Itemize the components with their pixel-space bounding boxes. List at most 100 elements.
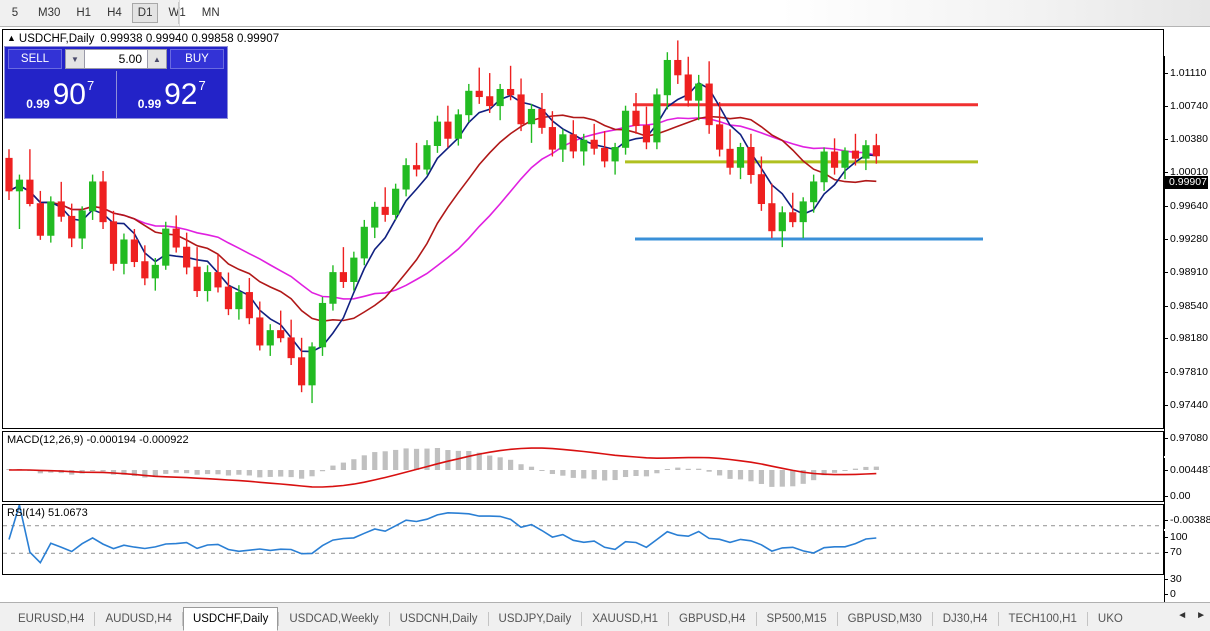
macd-histogram-bar [476,452,482,470]
volume-increment-icon[interactable]: ▲ [147,49,167,69]
candle-body [412,165,421,170]
macd-histogram-bar [236,470,242,475]
candle-body [266,330,274,346]
candle-body [245,292,253,319]
macd-histogram-bar [508,459,514,470]
macd-indicator-panel[interactable]: MACD(12,26,9) -0.000194 -0.000922 [2,431,1164,502]
chart-tab-gbpusd-m30[interactable]: GBPUSD,M30 [847,613,922,625]
volume-decrement-icon[interactable]: ▼ [65,49,85,69]
sell-price[interactable]: 0.99 90 7 [5,71,117,118]
macd-axis-label: -0.003883 [1170,514,1210,526]
candle-body [151,264,159,279]
candle-body [653,94,661,143]
macd-histogram-bar [37,470,43,474]
macd-histogram-bar [90,470,96,471]
volume-stepper[interactable]: ▼ 5.00 ▲ [65,49,167,69]
macd-histogram-bar [800,470,806,484]
timeframe-button-mn[interactable]: MN [201,7,220,19]
toolbar-empty-area [179,0,1210,26]
macd-histogram-bar [215,470,221,475]
macd-histogram-bar [549,470,555,475]
rsi-axis-label: 0 [1170,588,1176,600]
timeframe-button-h4[interactable]: H4 [107,7,122,19]
candle-body [454,114,462,139]
price-axis-tick [1164,172,1168,174]
rsi-indicator-panel[interactable]: RSI(14) 51.0673 [2,504,1164,575]
buy-button[interactable]: BUY [170,49,224,69]
candle-body [810,181,818,203]
macd-histogram-bar [403,448,409,470]
macd-histogram-bar [654,470,660,474]
scroll-right-icon[interactable]: ► [1196,610,1206,621]
candle-body [318,302,327,348]
rsi-axis-tick [1164,594,1168,595]
volume-input[interactable]: 5.00 [85,49,147,69]
macd-histogram-bar [528,466,535,470]
price-axis-label: 0.97080 [1170,432,1208,445]
chart-window: ▲ USDCHF,Daily 0.99938 0.99940 0.99858 0.9… [0,27,1210,623]
chart-tab-usdchf-daily[interactable]: USDCHF,Daily [182,607,279,631]
timeframe-button-h1[interactable]: H1 [76,7,92,19]
candle-body [632,110,640,127]
macd-histogram-bar [372,452,378,470]
candle-body [297,357,306,386]
tab-separator [997,612,999,626]
macd-histogram-bar [497,457,503,470]
chart-tab-usdjpy-daily[interactable]: USDJPY,Daily [498,613,572,625]
timeframe-button-w1[interactable]: W1 [162,3,191,23]
chart-tab-usdcnh-daily[interactable]: USDCNH,Daily [399,613,478,625]
chart-tab-dj30-h4[interactable]: DJ30,H4 [942,613,988,625]
chart-tab-tech100-h1[interactable]: TECH100,H1 [1008,613,1077,625]
chart-tab-xauusd-h1[interactable]: XAUUSD,H1 [592,613,659,625]
chart-tab-gbpusd-h4[interactable]: GBPUSD,H4 [679,613,746,625]
candle-body [695,83,703,101]
chart-tab-eurusd-h4[interactable]: EURUSD,H4 [18,613,85,625]
collapse-icon[interactable]: ▲ [7,33,16,43]
macd-histogram-bar [664,469,670,470]
macd-signal-line [8,447,877,488]
candlestick-series [5,40,880,404]
timeframe-button-d1[interactable]: D1 [131,3,159,23]
sell-price-prefix: 0.99 [26,97,50,111]
candle-body [350,257,358,282]
candle-body [601,147,609,162]
macd-histogram-bar [152,470,158,478]
chart-symbol-label: USDCHF,Daily [18,33,95,45]
sell-button[interactable]: SELL [8,49,62,69]
chart-tab-audusd-h4[interactable]: AUDUSD,H4 [105,613,172,625]
macd-chart-svg [6,447,879,488]
macd-histogram-bar [706,470,712,472]
candle-body [642,125,651,143]
candle-body [548,127,557,150]
macd-histogram-bar [779,470,785,487]
ma-line-navy [8,81,877,353]
macd-histogram-bar [382,451,388,470]
timeframe-button-5[interactable]: 5 [11,7,19,19]
macd-histogram-bar [727,470,733,479]
buy-price[interactable]: 0.99 92 7 [117,71,228,118]
price-axis-label: 0.97810 [1170,365,1208,378]
candle-body [590,139,598,149]
macd-histogram-bar [821,470,827,476]
sell-price-pips: 90 [52,77,86,111]
candle-body [120,239,128,264]
candle-body [392,188,400,215]
macd-histogram-bar [309,470,315,477]
chart-tab-uko[interactable]: UKO [1097,613,1123,625]
candle-body [47,201,55,236]
buy-price-fraction: 7 [198,78,206,93]
timeframe-button-m30[interactable]: M30 [38,7,61,19]
chart-header: ▲ USDCHF,Daily 0.99938 0.99940 0.99858 0.9… [7,33,279,45]
scroll-left-icon[interactable]: ◄ [1177,610,1188,621]
candle-body [747,147,755,176]
chart-tab-sp500-m15[interactable]: SP500,M15 [766,613,827,625]
macd-histogram-bar [602,470,608,481]
macd-histogram-bar [184,470,190,474]
candle-body [329,272,337,304]
price-axis[interactable]: 1.01110 1.00740 1.00380 1.00010 0.99640 0.992… [1164,56,1210,456]
candle-body [611,147,619,162]
macd-histogram-bar [278,470,284,477]
tab-separator [581,612,583,626]
chart-tab-usdcad-weekly[interactable]: USDCAD,Weekly [289,613,379,625]
one-click-trading-panel[interactable]: SELL ▼ 5.00 ▲ BUY 0.99 90 7 0.99 92 7 [4,46,228,119]
